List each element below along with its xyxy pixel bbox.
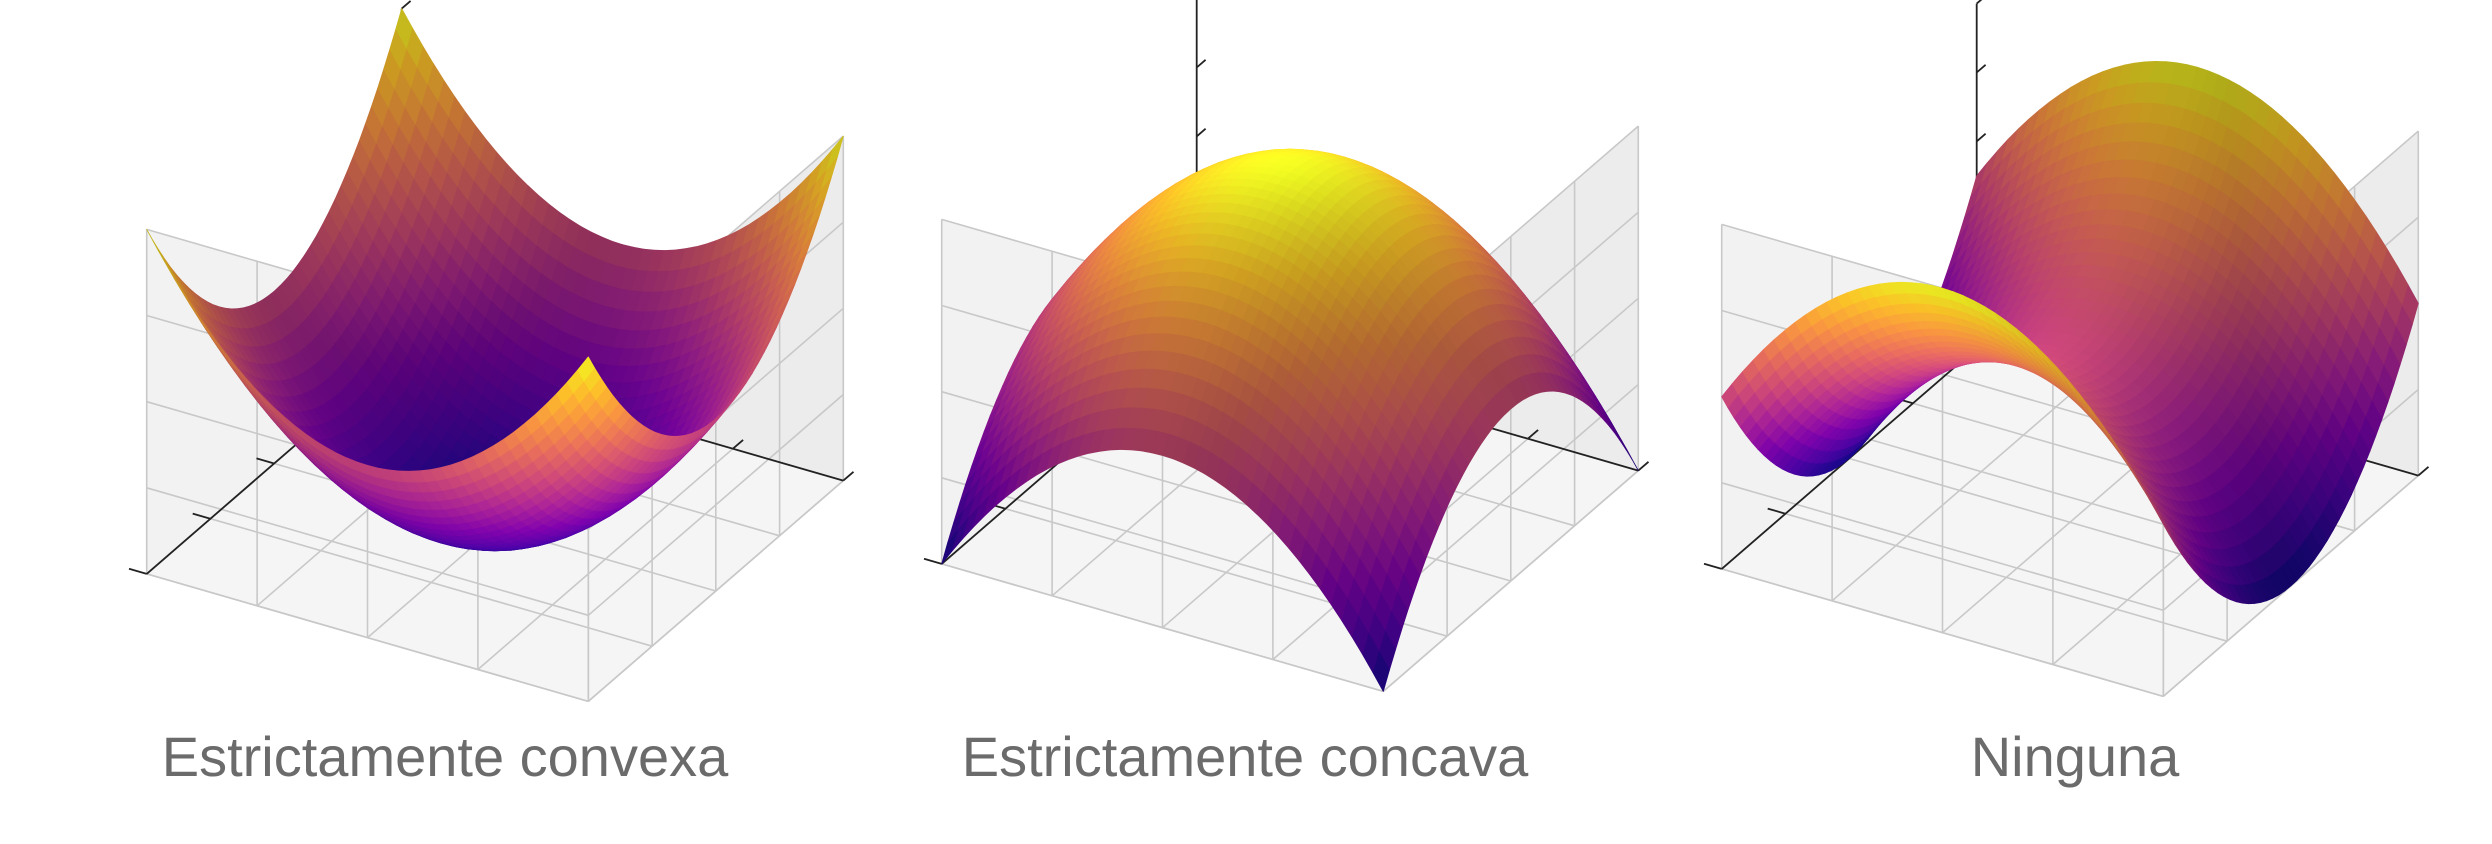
tick-mark — [1976, 133, 1987, 143]
tick-mark — [923, 557, 942, 565]
grid-line — [587, 479, 844, 703]
tick-mark — [256, 457, 275, 465]
tick-mark — [401, 0, 412, 10]
surface-plot-concave — [923, 0, 1650, 693]
tick-mark — [1703, 562, 1722, 570]
tick-mark — [128, 567, 147, 575]
tick-mark — [1196, 128, 1207, 138]
tick-mark — [2417, 466, 2430, 477]
surface-mesh — [146, 8, 844, 552]
grid-line — [477, 448, 734, 671]
grid-line — [587, 393, 844, 616]
tick-mark — [1976, 0, 1983, 5]
tick-mark — [1637, 461, 1650, 472]
surface-plot-convex — [128, 0, 855, 703]
tick-mark — [1976, 64, 1987, 74]
surface-plot-saddle — [1703, 0, 2430, 698]
grid-line — [146, 573, 589, 703]
tick-mark — [192, 512, 211, 520]
tick-mark — [732, 439, 744, 450]
tick-mark — [842, 471, 855, 482]
tick-mark — [1196, 59, 1207, 69]
